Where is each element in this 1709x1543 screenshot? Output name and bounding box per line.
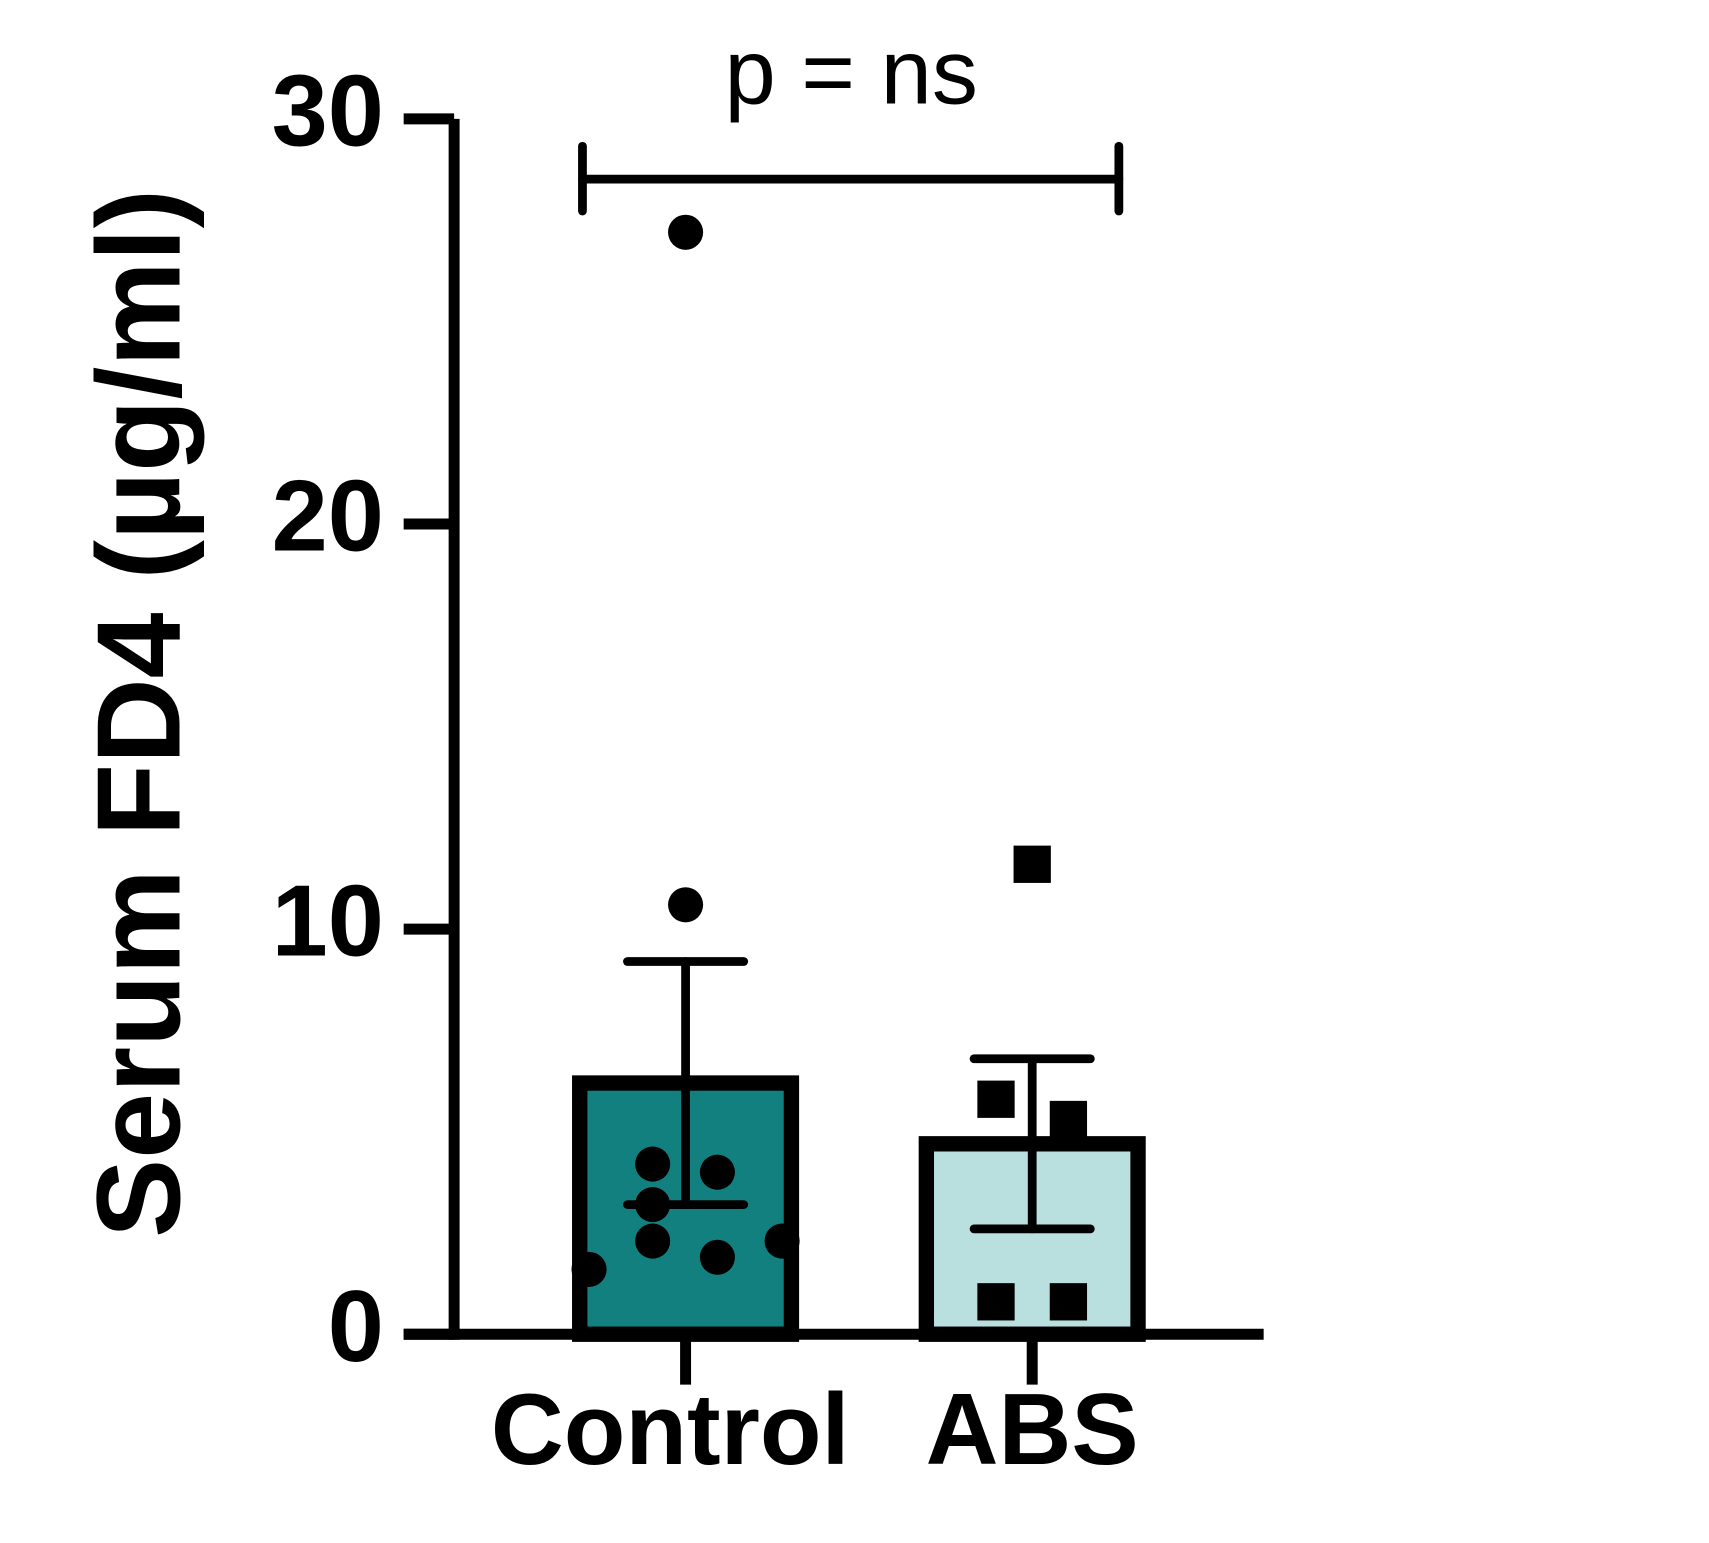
data-point: [571, 1251, 607, 1287]
x-tick-label: ABS: [926, 1374, 1139, 1486]
data-point: [1049, 1100, 1088, 1139]
data-point: [635, 1223, 671, 1259]
y-tick-label: 20: [272, 461, 384, 573]
y-tick-label: 0: [328, 1271, 384, 1383]
data-point: [1013, 845, 1051, 883]
significance-bracket: [578, 141, 1124, 216]
data-point: [668, 214, 704, 250]
annotation: p = ns: [724, 21, 978, 124]
data-point: [635, 1146, 671, 1182]
x-tick-label: Control: [491, 1374, 850, 1486]
data-point: [1049, 1283, 1088, 1321]
data-point: [699, 1154, 735, 1190]
data-point: [977, 1080, 1015, 1118]
data-point: [668, 887, 704, 923]
data-point: [635, 1187, 671, 1223]
data-point: [977, 1283, 1015, 1321]
y-tick-label: 30: [272, 55, 384, 167]
y-axis-label: Serum FD4 (µg/ml): [73, 189, 205, 1238]
data-point: [764, 1223, 800, 1259]
data-point: [699, 1239, 735, 1275]
y-tick-label: 10: [272, 866, 384, 978]
